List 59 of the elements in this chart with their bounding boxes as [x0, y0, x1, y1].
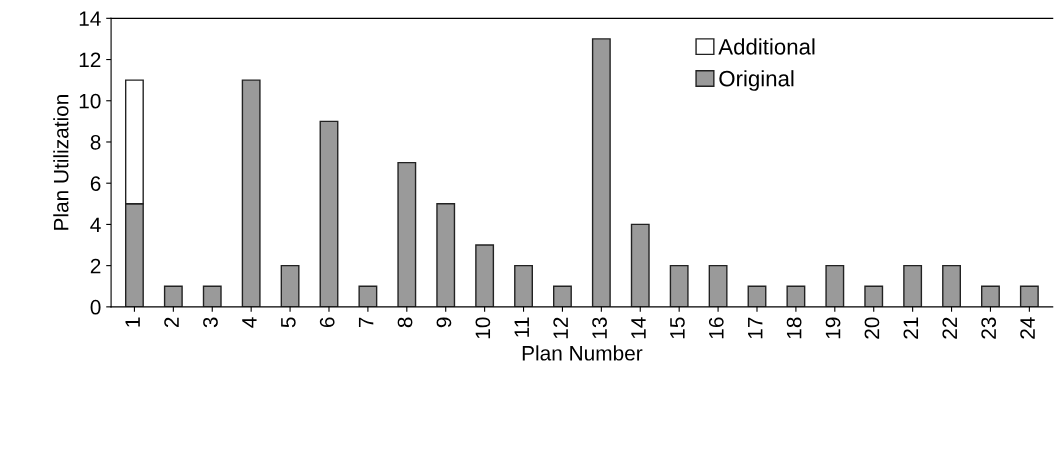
x-tick-label: 18: [786, 317, 802, 339]
bar: [436, 203, 456, 307]
x-tick-label: 1: [125, 317, 140, 327]
x-tick-label: 15: [670, 317, 685, 339]
y-tick-label: 6: [90, 176, 101, 191]
bar: [981, 285, 1000, 307]
bar: [358, 285, 378, 307]
bar: [280, 264, 300, 307]
y-tick-label: 14: [79, 11, 101, 26]
y-tick-label: 0: [90, 299, 101, 315]
x-tick-label: 16: [708, 317, 724, 339]
x-tick-label: 11: [514, 317, 529, 337]
bar: [708, 264, 728, 307]
bar: [747, 285, 767, 307]
x-tick-label: 17: [748, 317, 763, 339]
y-tick-label: 10: [79, 93, 101, 109]
x-axis-title: Plan Number: [522, 345, 643, 361]
x-tick-label: 9: [436, 317, 452, 328]
x-tick-label: 12: [553, 317, 568, 339]
x-tick-label: 20: [864, 317, 880, 339]
bar: [552, 285, 572, 307]
x-tick-label: 23: [981, 317, 997, 339]
x-tick-label: 3: [203, 317, 218, 328]
legend-label: Original: [719, 70, 794, 91]
legend-label: Additional: [718, 38, 815, 55]
bar: [630, 223, 650, 307]
y-tick-label: 8: [90, 134, 101, 150]
bar: [786, 285, 806, 307]
bar: [864, 285, 884, 307]
x-tick-label: 2: [164, 317, 179, 328]
bar: [319, 120, 339, 307]
bar: [397, 161, 417, 307]
x-tick-label: 19: [825, 317, 841, 339]
x-tick-label: 5: [281, 317, 296, 328]
x-tick-label: 8: [397, 317, 413, 328]
bar: [903, 264, 923, 307]
x-tick-label: 14: [631, 317, 646, 339]
bar: [202, 285, 222, 307]
x-tick-label: 24: [1020, 317, 1035, 339]
x-tick-label: 7: [358, 317, 374, 328]
bar: [1019, 285, 1039, 307]
bar: [591, 38, 611, 307]
bar: [942, 264, 961, 307]
x-tick-label: 22: [942, 317, 957, 339]
x-tick-label: 4: [242, 317, 257, 328]
y-tick-label: 2: [90, 258, 101, 274]
bar: [241, 79, 261, 307]
x-tick-label: 21: [903, 317, 919, 339]
y-tick-label: 4: [90, 217, 101, 232]
y-axis-title: Plan Utilization: [53, 95, 69, 230]
bar: [669, 264, 689, 307]
bar: [514, 264, 533, 307]
x-tick-label: 10: [475, 317, 491, 339]
x-tick-label: 13: [592, 317, 607, 339]
x-tick-label: 6: [319, 317, 335, 328]
y-tick-label: 12: [79, 52, 101, 68]
bar: [475, 244, 495, 307]
bar: [163, 285, 183, 307]
bar: [825, 264, 845, 307]
